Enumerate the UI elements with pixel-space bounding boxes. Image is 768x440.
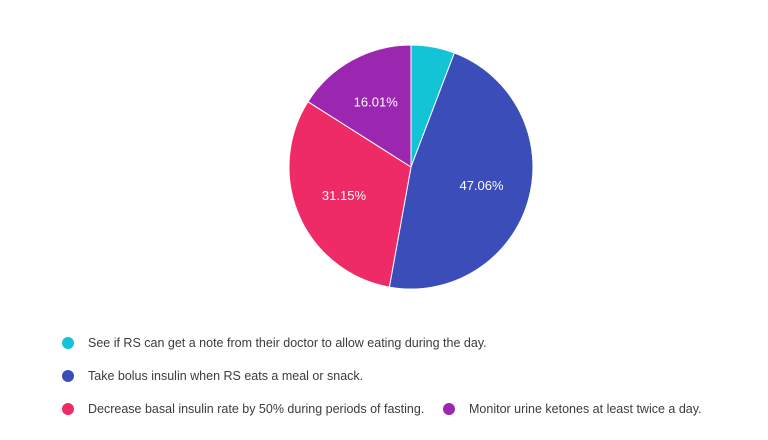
- pie-chart: 47.06% 31.15% 16.01%: [288, 44, 534, 290]
- legend-label: Monitor urine ketones at least twice a d…: [469, 402, 702, 416]
- legend-marker: [62, 403, 74, 415]
- legend-item-bolus-insulin[interactable]: Take bolus insulin when RS eats a meal o…: [62, 369, 363, 383]
- legend-marker: [62, 337, 74, 349]
- legend-item-doctor-note[interactable]: See if RS can get a note from their doct…: [62, 336, 487, 350]
- pie-slice-label-2: 31.15%: [322, 188, 367, 203]
- pie-slice-label-1: 47.06%: [459, 178, 504, 193]
- legend-marker: [443, 403, 455, 415]
- legend-item-urine-ketones[interactable]: Monitor urine ketones at least twice a d…: [443, 402, 702, 416]
- legend-label: Take bolus insulin when RS eats a meal o…: [88, 369, 364, 383]
- legend-label: Decrease basal insulin rate by 50% durin…: [88, 402, 425, 416]
- legend-item-basal-insulin[interactable]: Decrease basal insulin rate by 50% durin…: [62, 402, 424, 416]
- pie-slice-3[interactable]: [307, 44, 412, 168]
- pie-slice-label-3: 16.01%: [354, 94, 399, 109]
- legend-label: See if RS can get a note from their doct…: [88, 336, 487, 350]
- pie-slice-1[interactable]: [388, 52, 534, 290]
- legend-marker: [62, 370, 74, 382]
